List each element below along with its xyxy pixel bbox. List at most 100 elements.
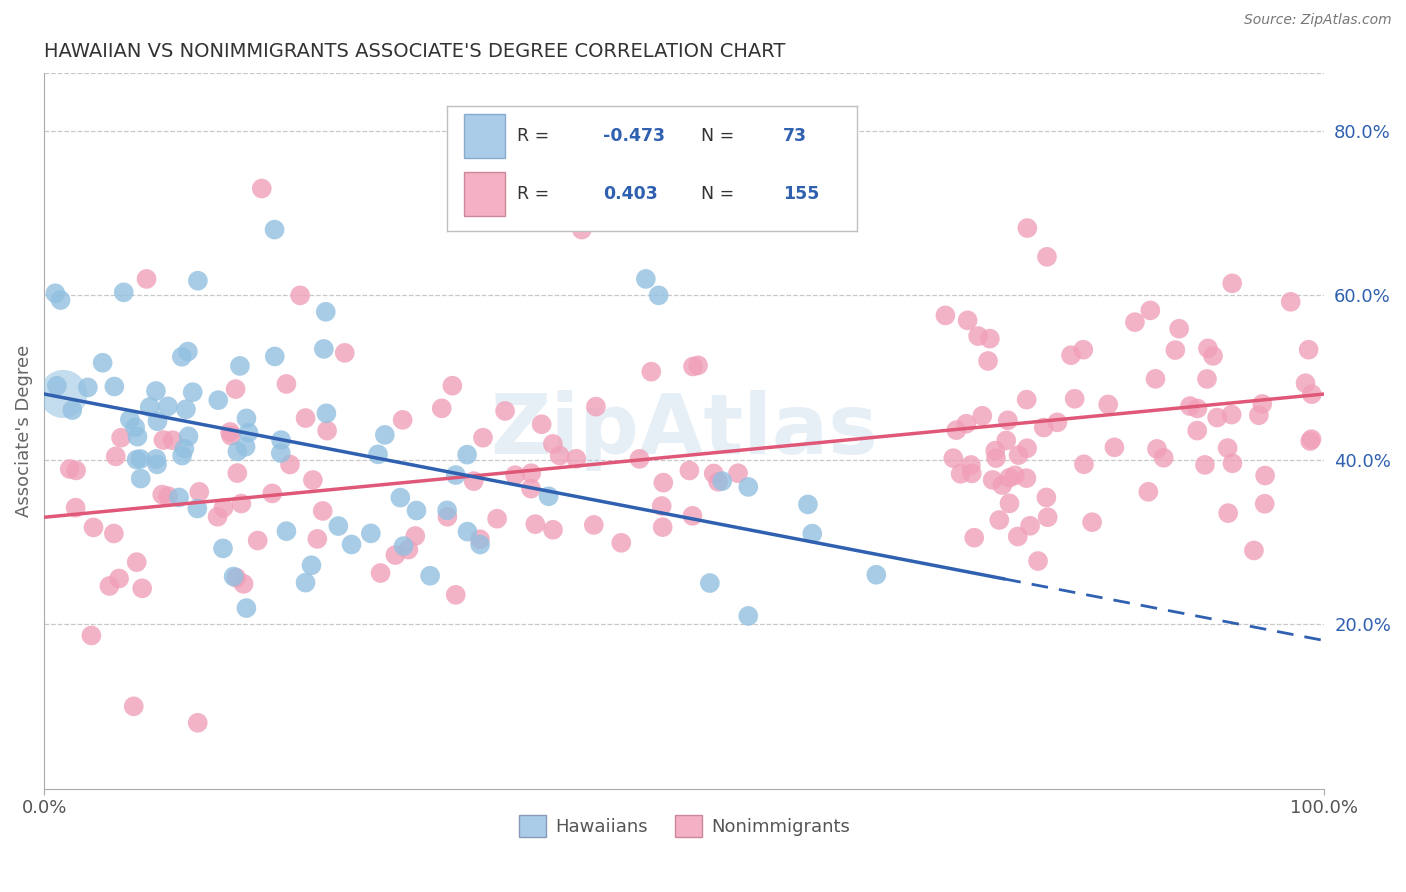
- Point: [118, 412, 141, 426]
- Point: [1081, 515, 1104, 529]
- Point: [312, 342, 335, 356]
- Point: [703, 467, 725, 481]
- Point: [1220, 408, 1243, 422]
- Point: [135, 272, 157, 286]
- Point: [52, 387, 75, 401]
- Point: [737, 480, 759, 494]
- Point: [229, 359, 252, 373]
- Point: [294, 411, 316, 425]
- Point: [333, 346, 356, 360]
- Point: [131, 582, 153, 596]
- Point: [1197, 342, 1219, 356]
- Point: [541, 437, 564, 451]
- Point: [707, 475, 730, 489]
- Point: [250, 181, 273, 195]
- Point: [307, 532, 329, 546]
- Point: [270, 433, 292, 447]
- Point: [278, 458, 301, 472]
- Point: [177, 429, 200, 443]
- Point: [65, 500, 87, 515]
- Point: [571, 222, 593, 236]
- Point: [444, 468, 467, 483]
- Legend: Hawaiians, Nonimmigrants: Hawaiians, Nonimmigrants: [512, 807, 856, 844]
- Point: [1036, 250, 1059, 264]
- Point: [232, 577, 254, 591]
- Point: [367, 447, 389, 461]
- Point: [392, 539, 415, 553]
- Point: [979, 332, 1001, 346]
- Point: [170, 350, 193, 364]
- Point: [146, 458, 169, 472]
- Point: [942, 451, 965, 466]
- Point: [391, 413, 413, 427]
- Point: [984, 443, 1007, 458]
- Point: [1017, 221, 1039, 235]
- Point: [436, 509, 458, 524]
- Point: [430, 401, 453, 416]
- Point: [103, 379, 125, 393]
- Point: [288, 288, 311, 302]
- Point: [419, 568, 441, 582]
- Point: [678, 463, 700, 477]
- Point: [98, 579, 121, 593]
- Point: [486, 511, 509, 525]
- Point: [226, 466, 249, 480]
- Point: [1254, 497, 1277, 511]
- Point: [1063, 392, 1085, 406]
- Point: [82, 520, 104, 534]
- Point: [139, 400, 162, 414]
- Point: [396, 542, 419, 557]
- Point: [472, 431, 495, 445]
- Point: [1144, 372, 1167, 386]
- Point: [374, 428, 396, 442]
- Point: [1015, 392, 1038, 407]
- Point: [1295, 376, 1317, 391]
- Point: [316, 424, 339, 438]
- Point: [949, 467, 972, 481]
- Point: [1206, 410, 1229, 425]
- Point: [328, 519, 350, 533]
- Point: [456, 448, 478, 462]
- Point: [162, 434, 184, 448]
- Point: [640, 365, 662, 379]
- Point: [302, 473, 325, 487]
- Point: [977, 354, 1000, 368]
- Point: [699, 576, 721, 591]
- Point: [360, 526, 382, 541]
- Point: [582, 518, 605, 533]
- Point: [1254, 468, 1277, 483]
- Point: [963, 531, 986, 545]
- Point: [1071, 343, 1094, 357]
- Point: [1007, 529, 1029, 543]
- Point: [651, 499, 673, 513]
- Point: [174, 402, 197, 417]
- Point: [456, 524, 478, 539]
- Point: [262, 486, 284, 500]
- Point: [981, 473, 1004, 487]
- Point: [1218, 506, 1240, 520]
- Point: [370, 566, 392, 580]
- Point: [988, 513, 1011, 527]
- Point: [110, 431, 132, 445]
- Point: [301, 558, 323, 573]
- Point: [127, 430, 149, 444]
- Point: [238, 425, 260, 440]
- Text: HAWAIIAN VS NONIMMIGRANTS ASSOCIATE'S DEGREE CORRELATION CHART: HAWAIIAN VS NONIMMIGRANTS ASSOCIATE'S DE…: [44, 42, 786, 61]
- Point: [270, 446, 292, 460]
- Point: [1301, 387, 1323, 401]
- Point: [1301, 432, 1323, 446]
- Point: [537, 489, 560, 503]
- Point: [1243, 543, 1265, 558]
- Point: [647, 288, 669, 302]
- Point: [960, 467, 983, 481]
- Text: ZipAtlas: ZipAtlas: [491, 391, 879, 472]
- Point: [520, 482, 543, 496]
- Point: [520, 467, 543, 481]
- Point: [125, 452, 148, 467]
- Point: [129, 471, 152, 485]
- Point: [235, 601, 257, 615]
- Point: [934, 309, 956, 323]
- Point: [1187, 401, 1209, 416]
- Point: [1299, 434, 1322, 448]
- Point: [45, 378, 67, 392]
